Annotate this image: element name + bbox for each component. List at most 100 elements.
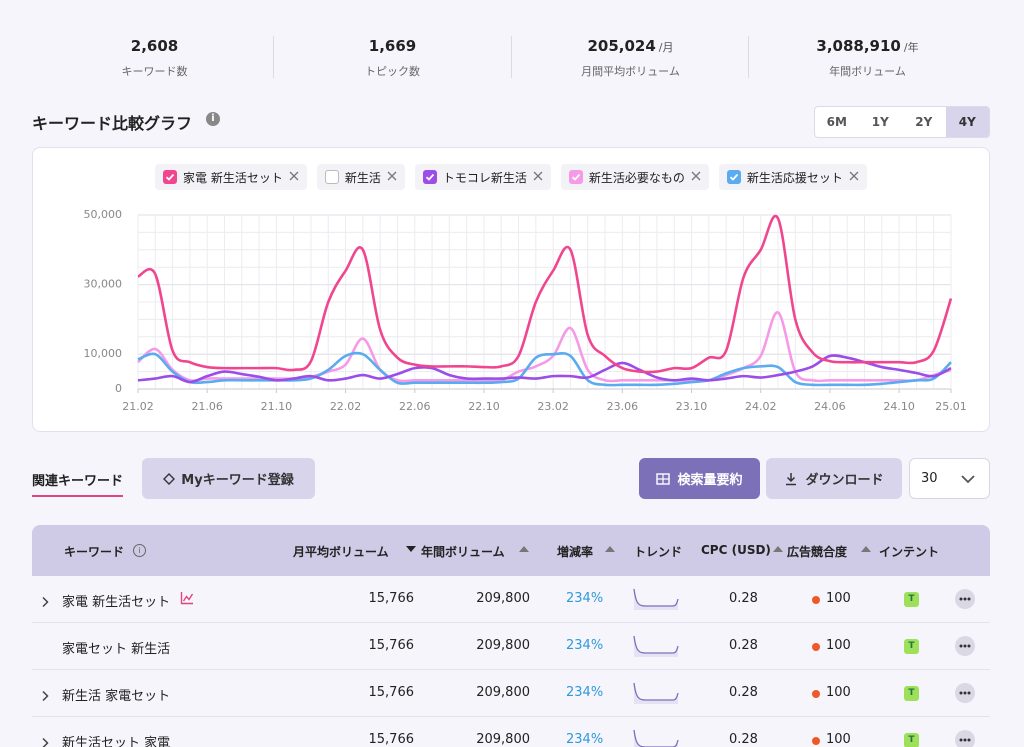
growth-rate: 234% (566, 685, 604, 700)
x-icon (289, 171, 299, 181)
competition-dot (812, 737, 820, 745)
keyword[interactable]: 新生活 家電セット (62, 689, 171, 704)
range-button[interactable]: 6M (826, 115, 847, 129)
column-header[interactable]: 月平均ボリューム (293, 545, 389, 559)
sort-icon[interactable] (861, 546, 871, 552)
x-icon (533, 171, 543, 181)
monthly-volume: 15,766 (368, 732, 415, 747)
keyword[interactable]: 家電セット 新生活 (62, 642, 171, 657)
remove-icon[interactable] (289, 170, 299, 184)
legend-chip[interactable]: 新生活 (316, 164, 405, 190)
remove-icon[interactable] (691, 170, 701, 184)
stat: 1,669 トピック数 (274, 36, 511, 79)
dots (959, 738, 971, 742)
remove-icon[interactable] (387, 170, 397, 184)
checkbox[interactable] (324, 170, 339, 184)
x-tick-label: 21.02 (122, 400, 154, 413)
keyword[interactable]: 家電 新生活セット (62, 595, 171, 610)
stat-value: 1,669 (368, 37, 417, 55)
column-header[interactable]: インテント (879, 545, 940, 559)
competition: 100 (826, 732, 851, 747)
dots (959, 644, 971, 648)
legend-chip[interactable]: 家電 新生活セット (155, 164, 307, 190)
dots (959, 691, 971, 695)
x-tick-label: 24.02 (745, 400, 777, 413)
more-button[interactable] (955, 683, 975, 703)
chevron (42, 737, 49, 747)
sort-icon[interactable] (605, 546, 615, 552)
cpc: 0.28 (729, 732, 758, 747)
annual-volume: 209,800 (476, 685, 530, 700)
intent-badge: T (904, 686, 919, 701)
x-tick-label: 23.02 (537, 400, 569, 413)
more-button[interactable] (955, 730, 975, 747)
stat-unit: /年 (903, 41, 919, 54)
chevron (42, 690, 49, 702)
legend-label: 新生活必要なもの (588, 170, 685, 185)
sort-icon[interactable] (773, 546, 783, 552)
tab[interactable]: 関連キーワード (32, 470, 124, 497)
info-icon: i (133, 544, 146, 557)
stat-label: キーワード数 (121, 65, 188, 78)
more-button[interactable] (955, 589, 975, 609)
column-header[interactable]: 増減率 (557, 545, 594, 559)
chart-icon-shape (180, 592, 194, 605)
stat-value-line: 2,608 (36, 36, 273, 55)
checkbox[interactable] (568, 170, 583, 184)
growth-rate: 234% (566, 732, 604, 747)
expand-icon[interactable] (40, 734, 50, 747)
separator (748, 36, 749, 78)
chart-icon[interactable] (180, 590, 194, 609)
column-header[interactable]: キーワード (64, 545, 125, 559)
more-button[interactable] (955, 636, 975, 656)
section-title: キーワード比較グラフ (32, 114, 193, 133)
separator (273, 36, 274, 78)
register-button[interactable]: Myキーワード登録 (142, 458, 315, 499)
range-selector: 6M 1Y 2Y 4Y (814, 106, 990, 138)
expand-icon[interactable] (40, 593, 50, 612)
column-header[interactable]: CPC (USD) (701, 543, 771, 557)
series-line (137, 311, 952, 383)
info-icon[interactable]: i (206, 112, 220, 126)
column-header[interactable]: 広告競合度 (787, 545, 848, 559)
monthly-volume: 15,766 (368, 638, 415, 653)
trend-sparkline (633, 634, 679, 662)
chevron (42, 596, 49, 608)
checkbox[interactable] (726, 170, 741, 184)
remove-icon[interactable] (849, 170, 859, 184)
legend-chip[interactable]: 新生活応援セット (718, 164, 867, 190)
sort-icon[interactable] (406, 546, 416, 552)
intent-badge: T (904, 639, 919, 654)
page-size-select[interactable]: 30 (909, 458, 990, 499)
remove-icon[interactable] (533, 170, 543, 184)
stat-unit: /月 (658, 41, 674, 54)
competition-dot (812, 690, 820, 698)
intent-badge: T (904, 733, 919, 747)
checkbox[interactable] (163, 170, 178, 184)
stat: 3,088,910/年 年間ボリューム (749, 36, 986, 79)
trend-sparkline (633, 681, 679, 709)
range-button[interactable]: 2Y (915, 115, 933, 129)
checkbox[interactable] (422, 170, 437, 184)
expand-icon[interactable] (40, 687, 50, 706)
stat-value-line: 3,088,910/年 (749, 36, 986, 55)
range-button[interactable]: 1Y (871, 115, 889, 129)
download-button[interactable]: ダウンロード (766, 458, 902, 499)
range-button[interactable]: 4Y (945, 107, 989, 137)
annual-volume: 209,800 (476, 732, 530, 747)
sparkline (633, 729, 679, 747)
button-label: ダウンロード (805, 473, 884, 488)
stat-value: 205,024 (587, 37, 656, 55)
summary-button[interactable]: 検索量要約 (639, 458, 760, 499)
series-line (137, 354, 952, 384)
keyword[interactable]: 新生活セット 家電 (62, 736, 171, 747)
column-header[interactable]: 年間ボリューム (421, 545, 505, 559)
column-header[interactable]: トレンド (634, 545, 683, 559)
cpc: 0.28 (729, 685, 758, 700)
legend-chip[interactable]: 新生活必要なもの (560, 164, 709, 190)
legend-chip[interactable]: トモコレ新生活 (414, 164, 551, 190)
sort-icon[interactable] (519, 546, 529, 552)
annual-volume: 209,800 (476, 638, 530, 653)
dots (959, 597, 971, 601)
